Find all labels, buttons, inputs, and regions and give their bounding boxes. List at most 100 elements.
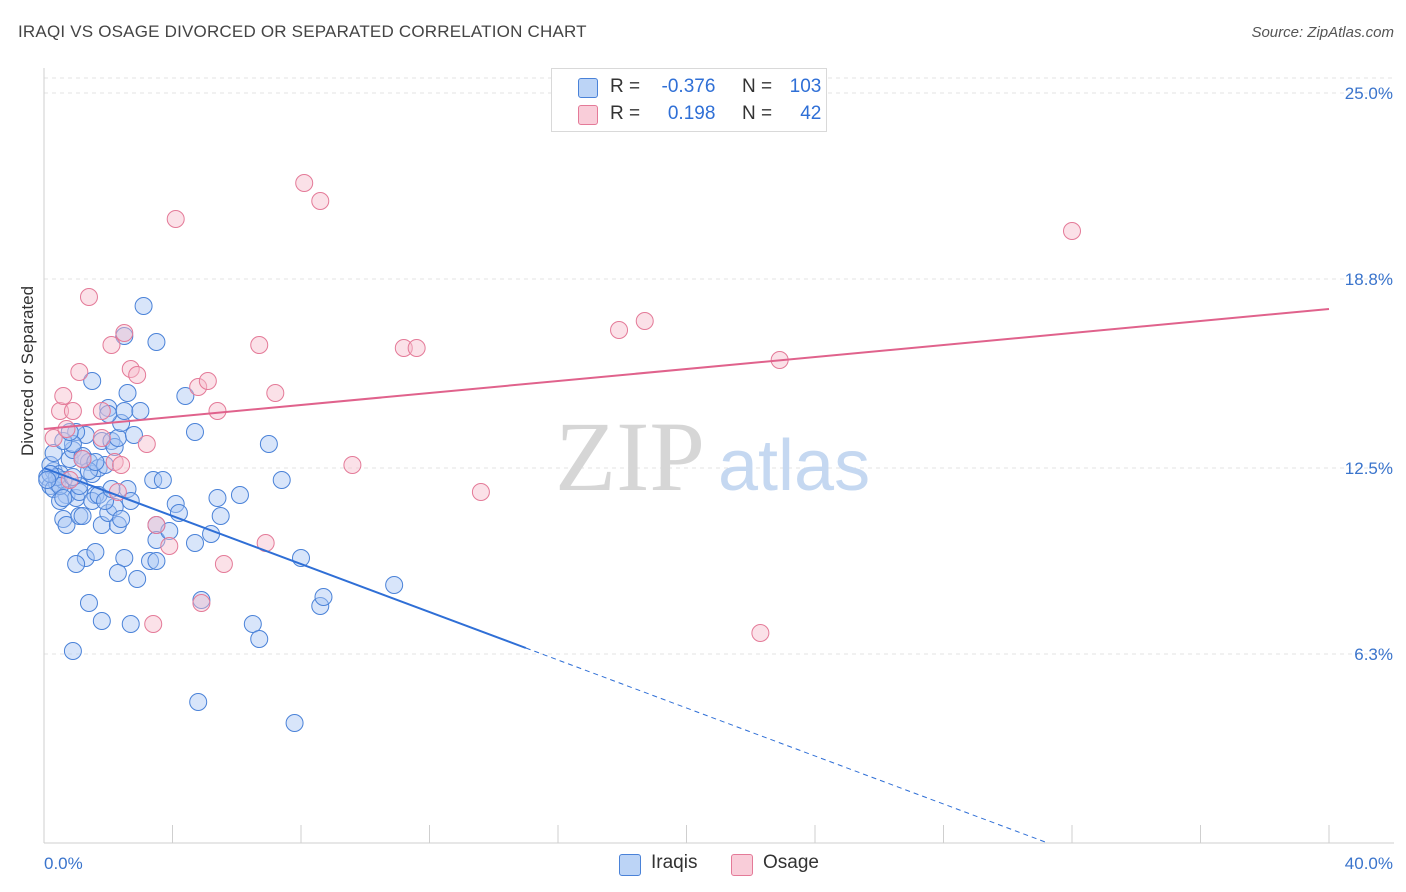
- point-iraqis: [67, 555, 86, 573]
- point-iraqis: [63, 435, 82, 453]
- point-iraqis: [54, 489, 73, 507]
- watermark: ZIP atlas: [555, 401, 870, 512]
- legend-r-value-osage: 0.198: [667, 103, 716, 124]
- point-iraqis: [83, 372, 102, 390]
- point-osage: [343, 456, 362, 474]
- point-iraqis: [115, 402, 134, 420]
- series-iraqis: [38, 297, 404, 732]
- point-iraqis: [189, 693, 208, 711]
- point-iraqis: [118, 384, 137, 402]
- point-osage: [73, 450, 92, 468]
- point-osage: [63, 402, 82, 420]
- point-osage: [79, 288, 98, 306]
- point-osage: [189, 378, 208, 396]
- point-osage: [1063, 222, 1081, 240]
- legend-swatch-iraqis: [578, 78, 598, 98]
- point-osage: [102, 336, 121, 354]
- source-label: Source: ZipAtlas.com: [1251, 24, 1394, 41]
- x-tick-label-min: 0.0%: [44, 854, 83, 873]
- point-osage: [250, 336, 269, 354]
- trend-line-iraqis: [43, 467, 527, 649]
- tick-labels: 6.3% 12.5% 18.8% 25.0% 0.0% 40.0%: [44, 84, 1393, 873]
- point-osage: [128, 366, 147, 384]
- y-axis-label: Divorced or Separated: [18, 285, 37, 456]
- point-osage: [92, 402, 111, 420]
- point-iraqis: [185, 534, 204, 552]
- trend-lines: [43, 308, 1330, 844]
- y-tick-label: 6.3%: [1354, 645, 1393, 664]
- point-iraqis: [134, 297, 153, 315]
- point-osage: [214, 555, 233, 573]
- point-iraqis: [141, 552, 160, 570]
- point-osage: [208, 402, 227, 420]
- point-iraqis: [108, 429, 127, 447]
- point-iraqis: [118, 480, 137, 498]
- chart-title: IRAQI VS OSAGE DIVORCED OR SEPARATED COR…: [18, 22, 587, 41]
- point-iraqis: [285, 714, 304, 732]
- point-osage: [198, 372, 217, 390]
- legend-r-label-iraqis: R =: [610, 76, 641, 97]
- point-osage: [635, 312, 654, 330]
- point-iraqis: [147, 552, 166, 570]
- point-iraqis: [86, 543, 105, 561]
- y-tick-label: 18.8%: [1345, 270, 1393, 289]
- bottom-legend-label-osage: Osage: [763, 852, 819, 873]
- point-osage: [44, 429, 63, 447]
- watermark-zip: ZIP: [555, 401, 705, 512]
- point-iraqis: [128, 570, 147, 588]
- point-osage: [70, 363, 89, 381]
- point-iraqis: [76, 549, 95, 567]
- point-osage: [115, 324, 134, 342]
- point-iraqis: [67, 423, 86, 441]
- point-iraqis: [272, 471, 291, 489]
- point-iraqis: [314, 588, 333, 606]
- point-osage: [54, 387, 73, 405]
- trend-line-osage: [43, 308, 1330, 430]
- point-iraqis: [121, 615, 140, 633]
- point-iraqis: [108, 564, 127, 582]
- watermark-atlas: atlas: [718, 426, 870, 506]
- point-iraqis: [96, 456, 115, 474]
- point-osage: [394, 339, 413, 357]
- point-iraqis: [79, 594, 98, 612]
- point-iraqis: [63, 642, 82, 660]
- point-iraqis: [250, 630, 269, 648]
- legend-swatch-osage: [578, 105, 598, 125]
- point-iraqis: [385, 576, 404, 594]
- point-iraqis: [51, 492, 70, 510]
- point-osage: [137, 435, 156, 453]
- point-osage: [166, 210, 185, 228]
- point-osage: [407, 339, 426, 357]
- point-iraqis: [63, 441, 82, 459]
- bottom-legend-swatch-iraqis: [619, 854, 641, 876]
- point-iraqis: [73, 507, 92, 525]
- point-osage: [471, 483, 490, 501]
- legend-r-label-osage: R =: [610, 103, 641, 124]
- y-tick-label: 12.5%: [1345, 459, 1393, 478]
- legend-n-value-osage: 42: [800, 103, 822, 124]
- point-osage: [751, 624, 770, 642]
- point-osage: [144, 615, 163, 633]
- trend-line-iraqis-extension: [525, 647, 1049, 844]
- legend-n-value-iraqis: 103: [789, 76, 822, 97]
- point-iraqis: [176, 387, 195, 405]
- point-iraqis: [108, 516, 127, 534]
- point-iraqis: [112, 510, 131, 528]
- point-iraqis: [38, 471, 57, 489]
- point-iraqis: [92, 612, 111, 630]
- point-iraqis: [243, 615, 262, 633]
- point-iraqis: [147, 333, 166, 351]
- axes: [43, 68, 1394, 844]
- point-osage: [160, 537, 179, 555]
- point-osage: [311, 192, 330, 210]
- point-osage: [51, 402, 70, 420]
- point-iraqis: [44, 444, 63, 462]
- point-osage: [295, 174, 314, 192]
- point-iraqis: [144, 471, 163, 489]
- point-iraqis: [259, 435, 278, 453]
- point-osage: [147, 516, 166, 534]
- point-osage: [192, 594, 211, 612]
- point-iraqis: [230, 486, 249, 504]
- correlation-legend: R = -0.376 N = 103 R = 0.198 N = 42: [551, 68, 827, 132]
- point-osage: [57, 420, 76, 438]
